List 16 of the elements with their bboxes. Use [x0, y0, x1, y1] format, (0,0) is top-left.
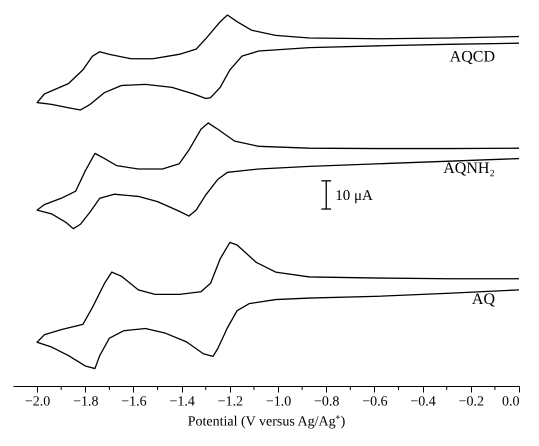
- x-tick-label: −0.6: [362, 394, 388, 410]
- annotation: 10 μA: [335, 188, 374, 204]
- x-axis-title: Potential (V versus Ag/Ag⁺): [188, 414, 346, 430]
- x-tick-label: −1.6: [121, 394, 147, 410]
- x-tick-label: −0.8: [314, 394, 340, 410]
- x-tick-label: −2.0: [24, 394, 50, 410]
- series-label: AQ: [472, 290, 496, 308]
- x-tick-label: −1.8: [73, 394, 98, 410]
- series-label: AQCD: [450, 48, 495, 66]
- x-tick-label: −1.0: [266, 394, 292, 410]
- x-tick-label: −0.4: [410, 394, 436, 410]
- x-tick-label: 0.0: [502, 394, 520, 410]
- series-label: AQNH₂: [443, 160, 495, 178]
- x-tick-label: −1.2: [218, 394, 244, 410]
- x-tick-label: −0.2: [458, 394, 484, 410]
- x-tick-label: −1.4: [169, 394, 195, 410]
